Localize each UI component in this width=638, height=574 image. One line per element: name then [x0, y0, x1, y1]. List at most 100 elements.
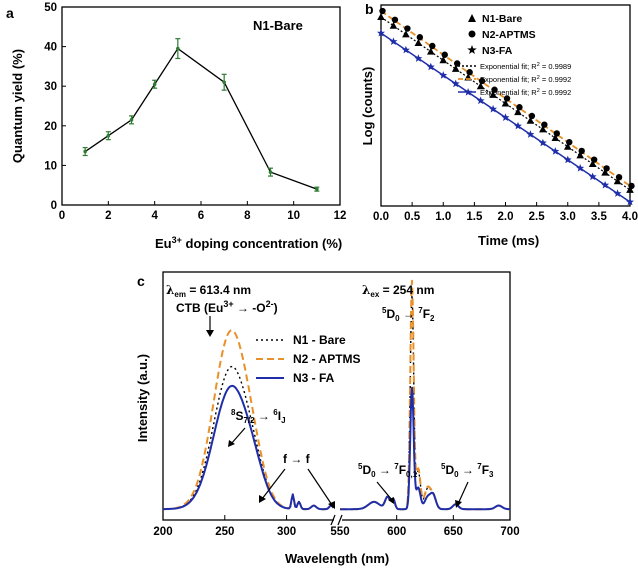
panel-c-xtick-label: 600 — [387, 526, 406, 538]
panel-c-xtick-label: 650 — [444, 526, 463, 538]
panel-c-xlabel: Wavelength (nm) — [285, 551, 389, 566]
legend-n2-aptms: N2-APTMS — [482, 29, 536, 41]
panel-b-point-n2 — [503, 95, 511, 102]
panel-a-xtick-label: 2 — [105, 210, 111, 222]
ctb-label: CTB (Eu3+ → -O2-) — [176, 299, 278, 315]
panel-a-point — [222, 80, 226, 85]
legend-n1-bare: N1-Bare — [482, 13, 522, 25]
panel-b-point-n3 — [526, 130, 535, 138]
transition-5d0-7f01-label: 5D0 → 7F0,1 — [358, 462, 418, 479]
panel-a-ytick-label: 20 — [44, 121, 57, 133]
panel-a-point — [83, 149, 87, 154]
panel-b-xtick-label: 0.5 — [404, 211, 421, 223]
panel-b-point-n1 — [613, 177, 622, 185]
panel-b-xtick-label: 4.0 — [622, 211, 638, 223]
transition-5d0-7f01-arrow — [376, 481, 393, 501]
panel-b-xtick-label: 2.5 — [529, 211, 546, 223]
panel-b-point-n3 — [601, 180, 610, 189]
legend-n3-fa: N3-FA — [482, 45, 513, 57]
panel-a-title: N1-Bare — [253, 18, 303, 33]
panel-b-point-n3 — [514, 121, 522, 130]
panel-b-xtick-label: 3.0 — [560, 211, 576, 223]
panel-label-a: a — [6, 5, 14, 21]
f-to-f-arrow-left — [261, 468, 286, 500]
f-to-f-arrowhead-right — [328, 501, 335, 509]
panel-b-xtick-label: 1.0 — [435, 211, 451, 223]
f-to-f-arrow-right — [307, 468, 333, 506]
panel-c-xtick-label: 700 — [500, 526, 519, 538]
panel-b-xtick-label: 1.5 — [466, 211, 483, 223]
panel-label-c: c — [137, 273, 145, 289]
panel-a-point — [315, 187, 319, 191]
panel-c-xtick-label: 250 — [215, 526, 234, 538]
panel-b-point-n3 — [414, 54, 423, 62]
panel-b-point-n3 — [563, 155, 572, 164]
panel-b-point-n2 — [541, 121, 548, 128]
panel-b-point-n2 — [590, 156, 598, 163]
panel-a-ytick-label: 30 — [44, 81, 57, 93]
panel-b-point-n2 — [578, 147, 585, 155]
panel-b-point-n2 — [391, 16, 399, 23]
panel-b-point-n1 — [514, 108, 522, 116]
lambda-ex-label: λex = 254 nm — [362, 283, 434, 299]
panel-b-point-n2 — [615, 173, 623, 181]
panel-b-point-n2 — [478, 77, 486, 85]
f-to-f-label: f → f — [283, 452, 311, 466]
panel-b-point-n2 — [528, 112, 536, 120]
panel-b-point-n2 — [491, 86, 498, 93]
axis-break-mark — [337, 514, 343, 526]
panel-c-legend: N1 - Bare N2 - APTMS N3 - FA — [256, 333, 361, 385]
panel-a-point — [176, 46, 180, 51]
panel-b-point-n1 — [588, 159, 597, 167]
panel-c-xtick-label: 300 — [277, 526, 296, 538]
panel-b-point-n2 — [603, 165, 610, 172]
panel-b-point-n3 — [576, 164, 585, 172]
panel-b-point-n2 — [628, 182, 635, 190]
panel-b-point-n1 — [389, 21, 398, 29]
panel-b-point-n1 — [526, 116, 535, 124]
panel-b-point-n3 — [439, 71, 448, 79]
panel-b-point-n2 — [416, 34, 424, 41]
panel-b-point-n3 — [426, 62, 435, 71]
panel-a-ytick-label: 0 — [51, 200, 57, 212]
panel-a-point — [106, 133, 111, 138]
legend-c-n1: N1 - Bare — [293, 333, 346, 347]
transition-5d0-7f01-arrowhead — [388, 497, 394, 504]
panel-b-point-n1 — [501, 99, 510, 107]
panel-b-point-n1 — [427, 47, 435, 55]
transition-5d0-7f3-arrowhead — [455, 500, 462, 508]
panel-c-spectrum-line — [339, 386, 511, 511]
transition-5d0-7f3-label: 5D0 → 7F3 — [441, 462, 494, 479]
panel-b-point-n1 — [402, 30, 410, 38]
panel-a-point — [152, 82, 157, 87]
panel-a-point — [268, 170, 273, 174]
panel-a-ytick-label: 10 — [44, 160, 57, 172]
panel-a-chart: N1-Bare Eu3+ doping concentration (%) Qu… — [10, 2, 346, 251]
legend-fit1: Exponential fit; R2 = 0.9989 — [480, 62, 571, 71]
panel-b-point-n1 — [539, 125, 547, 133]
transition-8s-arrow — [230, 427, 246, 445]
panel-b-point-n3 — [613, 189, 622, 197]
transition-8s-arrowhead — [228, 440, 235, 447]
panel-b-point-n2 — [454, 60, 461, 67]
panel-a-xtick-label: 0 — [59, 210, 65, 222]
panel-b-point-n3 — [389, 37, 398, 45]
legend-circle-icon — [468, 30, 476, 38]
panel-a-ylabel: Quantum yield (%) — [10, 49, 25, 163]
panel-b-point-n2 — [553, 130, 560, 137]
panel-a-xlabel: Eu3+ doping concentration (%) — [155, 235, 342, 251]
transition-5d0-7f3-arrow — [457, 481, 469, 505]
panel-a-xtick-label: 8 — [244, 210, 251, 222]
panel-b-xtick-label: 3.5 — [591, 211, 608, 223]
panel-a-xtick-label: 12 — [334, 210, 347, 222]
panel-b-point-n3 — [476, 96, 485, 105]
panel-b-point-n1 — [414, 38, 423, 46]
lambda-em-label: λem = 613.4 nm — [166, 283, 251, 299]
panel-b-point-n1 — [601, 168, 609, 176]
panel-a-ytick-label: 50 — [44, 2, 57, 14]
panel-b-point-n1 — [626, 185, 634, 193]
panel-b-point-n2 — [566, 138, 573, 146]
panel-b-point-n1 — [489, 90, 497, 98]
panel-b-point-n2 — [466, 69, 473, 76]
